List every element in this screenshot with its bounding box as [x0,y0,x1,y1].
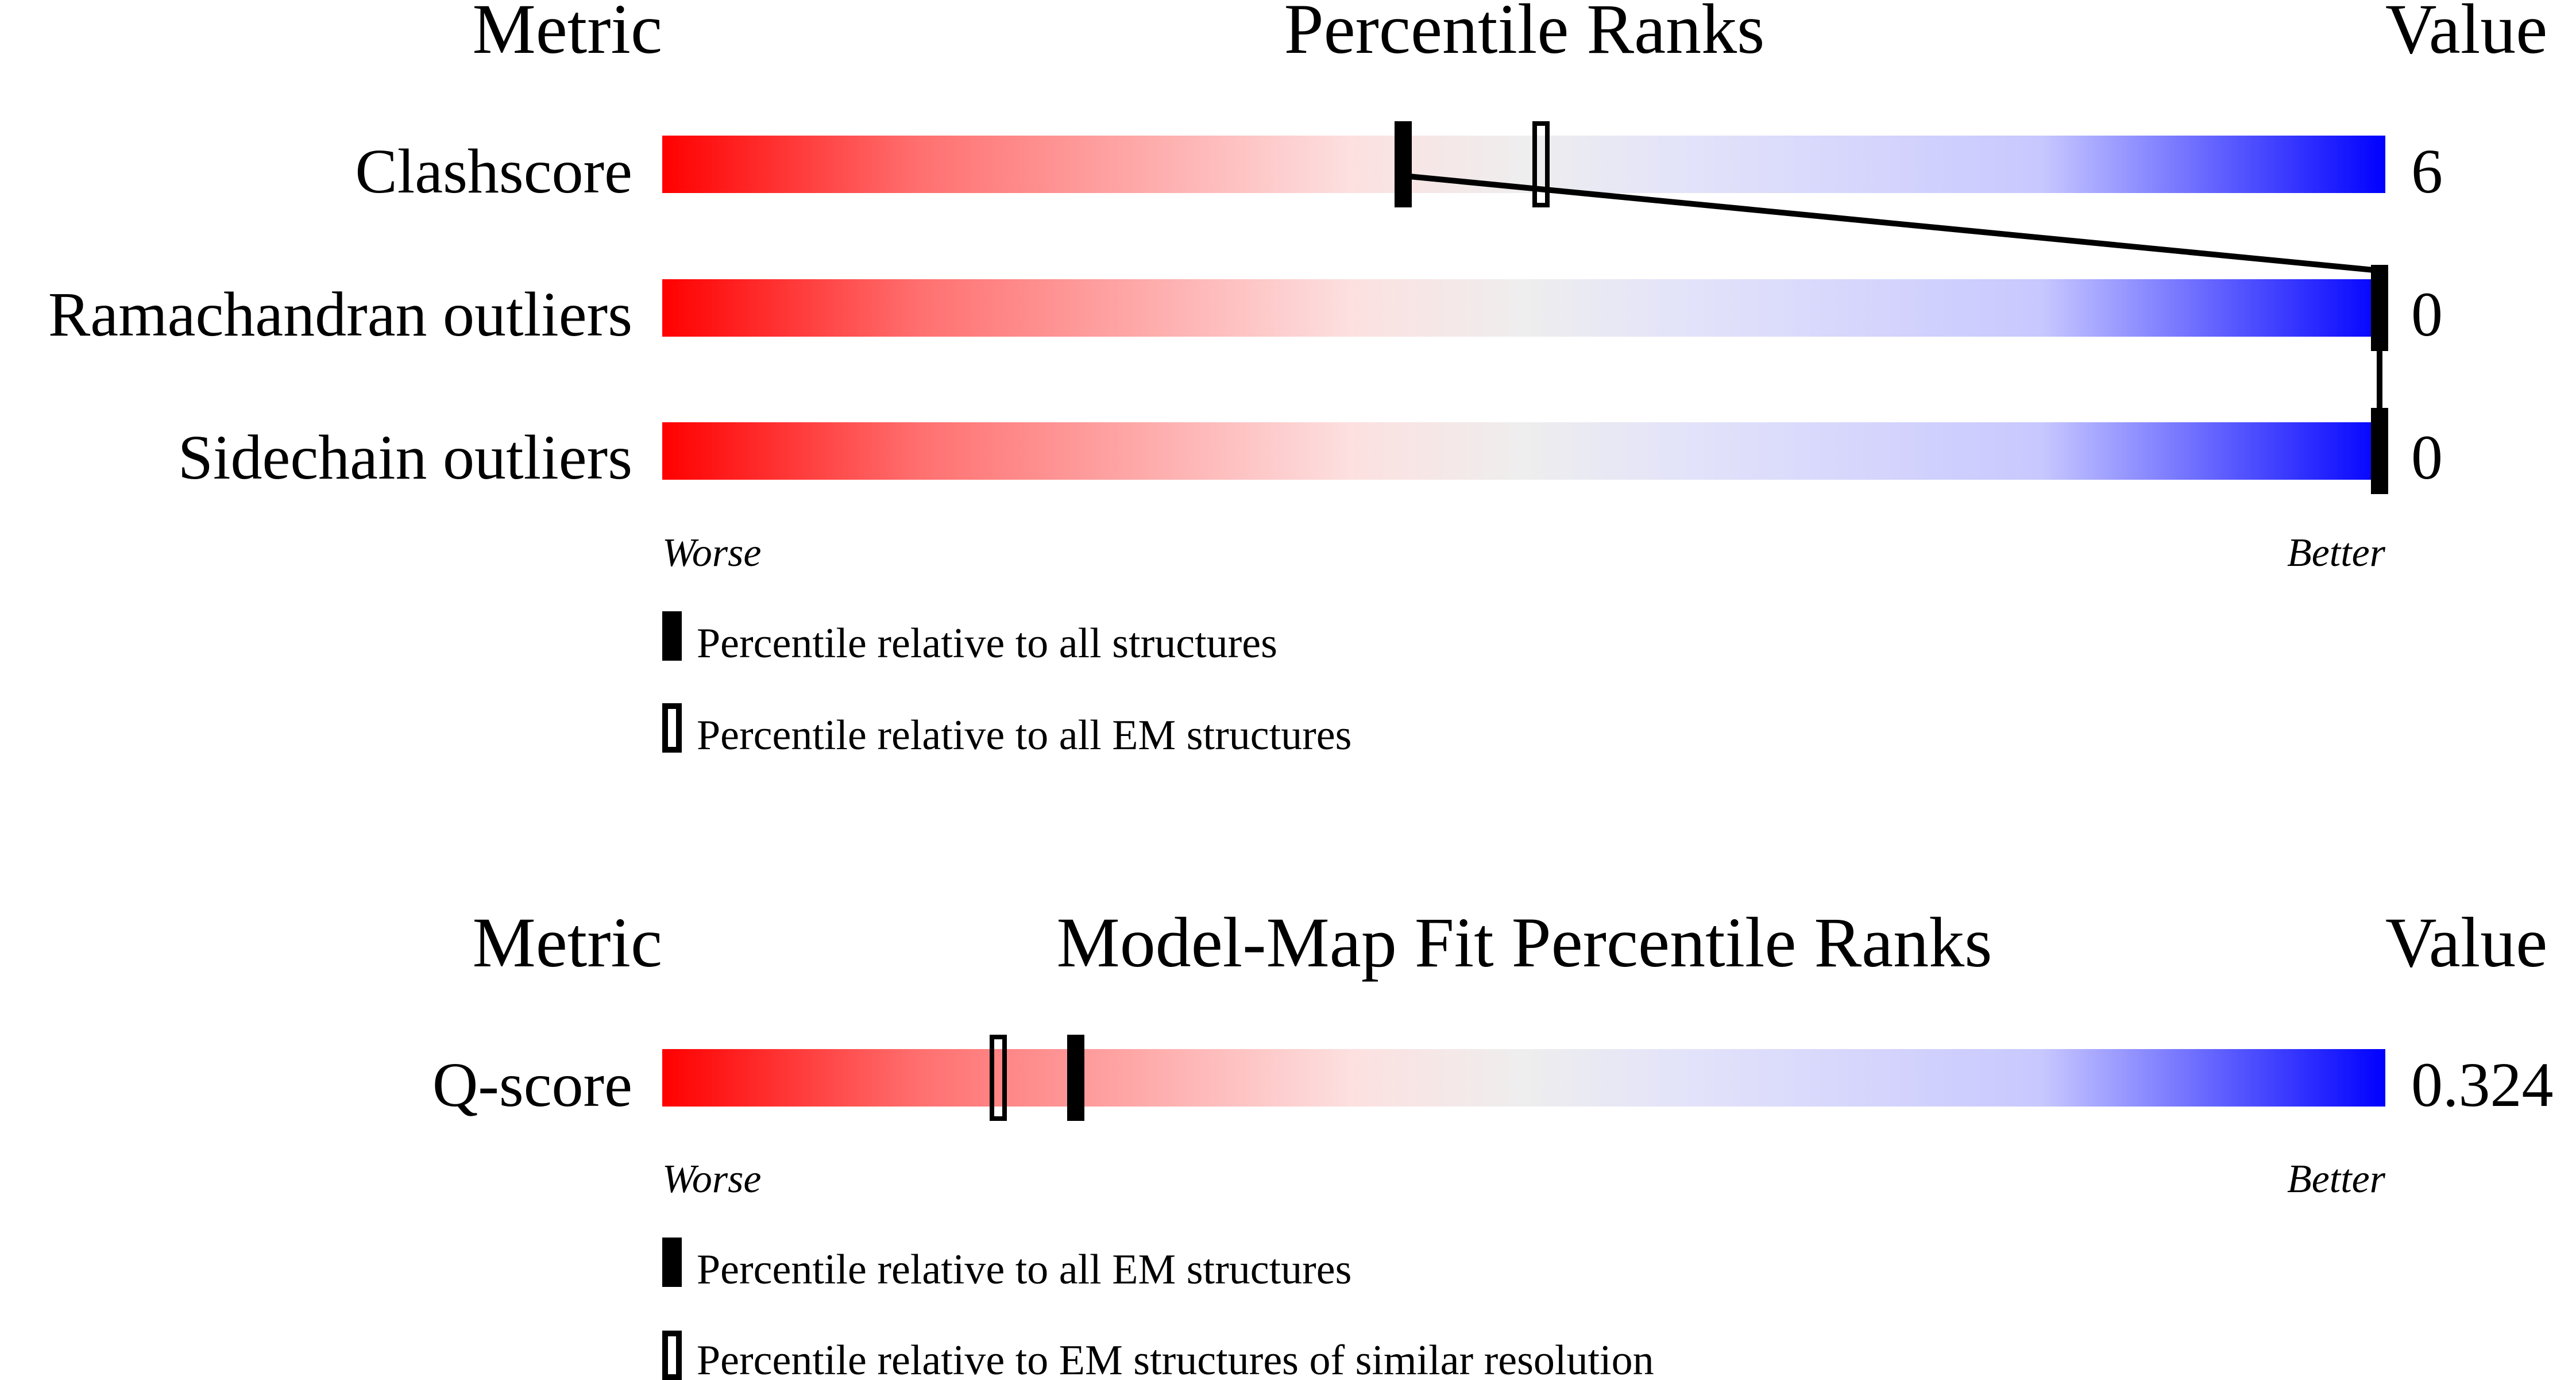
percentile-marker-filled [1067,1035,1084,1121]
worse-label: Worse [662,1157,761,1201]
legend-label: Percentile relative to EM structures of … [697,1337,1654,1380]
better-label: Better [2287,531,2386,575]
metric-header: Metric [472,0,662,68]
metric-header: Metric [472,903,662,982]
percentile-marker-open [1532,121,1550,207]
percentile-marker-open [990,1035,1007,1121]
value-header: Value [2385,0,2547,68]
worse-label: Worse [662,531,761,575]
metric-value: 0 [2411,279,2443,349]
percentile-marker-filled [1395,121,1412,207]
chart-title: Percentile Ranks [1284,0,1765,68]
metric-value: 0 [2411,422,2443,492]
value-header: Value [2385,903,2547,982]
legend-open-marker [662,1331,682,1380]
percentile-bar [662,136,2385,193]
legend-open-marker [662,703,682,753]
legend-filled-marker [662,611,682,661]
validation-section: Metric Percentile Ranks Value Clashscore… [48,0,2547,759]
chart-title: Model-Map Fit Percentile Ranks [1057,903,1992,982]
metric-label: Sidechain outliers [178,422,632,492]
model-map-fit-section: Metric Model-Map Fit Percentile Ranks Va… [432,903,2554,1380]
metric-value: 0.324 [2411,1050,2554,1120]
percentile-bar [662,422,2385,480]
better-label: Better [2287,1157,2386,1201]
legend-label: Percentile relative to all EM structures [697,1246,1351,1293]
metric-label: Q-score [432,1050,632,1120]
metric-label: Ramachandran outliers [48,279,632,349]
legend-label: Percentile relative to all EM structures [697,712,1351,759]
metric-label: Clashscore [355,136,632,206]
connector-line [1403,173,2380,273]
legend-filled-marker [662,1238,682,1287]
metric-value: 6 [2411,136,2443,206]
percentile-marker-filled [2371,408,2388,494]
percentile-bar [662,1049,2385,1107]
percentile-bar [662,279,2385,337]
legend-label: Percentile relative to all structures [697,620,1277,667]
